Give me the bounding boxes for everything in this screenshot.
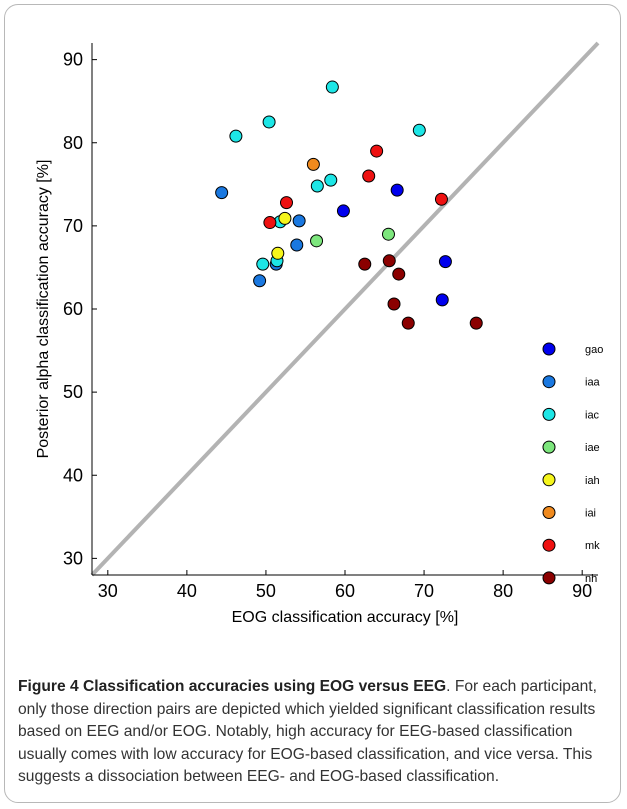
- data-point-iaa: [216, 187, 228, 199]
- y-axis-label: Posterior alpha classification accuracy …: [35, 160, 52, 459]
- y-tick-label: 40: [63, 465, 83, 485]
- legend-label-gao: gao: [585, 344, 603, 356]
- data-point-gao: [337, 205, 349, 217]
- y-tick-label: 30: [63, 548, 83, 568]
- y-tick-label: 70: [63, 216, 83, 236]
- y-tick-label: 50: [63, 382, 83, 402]
- data-point-iai: [307, 158, 319, 170]
- data-point-iac: [326, 81, 338, 93]
- data-point-gao: [439, 256, 451, 268]
- y-tick-label: 90: [63, 50, 83, 70]
- figure-caption: Figure 4 Classification accuracies using…: [18, 676, 614, 789]
- y-tick-label: 80: [63, 133, 83, 153]
- x-axis-label: EOG classification accuracy [%]: [232, 609, 459, 626]
- legend-marker-gao: [543, 343, 555, 355]
- data-point-nh: [402, 317, 414, 329]
- x-tick-label: 30: [98, 581, 118, 601]
- figure-title: Classification accuracies using EOG vers…: [83, 678, 446, 695]
- data-point-iac: [257, 258, 269, 270]
- data-point-iah: [279, 212, 291, 224]
- legend-marker-nh: [543, 572, 555, 584]
- data-point-iac: [230, 130, 242, 142]
- legend-marker-iac: [543, 408, 555, 420]
- data-point-iae: [382, 228, 394, 240]
- x-tick-label: 50: [256, 581, 276, 601]
- data-point-iac: [325, 174, 337, 186]
- legend-label-iai: iai: [585, 508, 596, 520]
- legend-label-nh: nh: [585, 573, 597, 585]
- data-point-iaa: [254, 275, 266, 287]
- legend-marker-iae: [543, 441, 555, 453]
- scatter-chart: 30 40 50 60 70 80 9030405060708090gaoiaaiaciae…: [0, 0, 627, 670]
- data-point-mk: [371, 145, 383, 157]
- figure-number: Figure 4: [18, 678, 79, 695]
- data-point-mk: [363, 170, 375, 182]
- x-tick-label: 60: [335, 581, 355, 601]
- legend-label-iae: iae: [585, 442, 600, 454]
- data-point-iaa: [293, 215, 305, 227]
- data-point-nh: [359, 258, 371, 270]
- data-point-gao: [436, 294, 448, 306]
- legend-marker-iah: [543, 474, 555, 486]
- data-point-iac: [413, 124, 425, 136]
- data-point-nh: [393, 268, 405, 280]
- data-point-iac: [263, 116, 275, 128]
- y-tick-label: 60: [63, 299, 83, 319]
- data-point-mk: [264, 217, 276, 229]
- data-point-nh: [383, 255, 395, 267]
- legend-label-iaa: iaa: [585, 377, 601, 389]
- legend-marker-iai: [543, 507, 555, 519]
- diagonal-line: [92, 43, 598, 575]
- data-point-iaa: [291, 239, 303, 251]
- x-tick-label: 40: [177, 581, 197, 601]
- legend-marker-mk: [543, 539, 555, 551]
- x-tick-label: 70: [414, 581, 434, 601]
- x-tick-label: 80: [493, 581, 513, 601]
- data-point-nh: [470, 317, 482, 329]
- legend-label-iah: iah: [585, 475, 600, 487]
- data-point-gao: [391, 184, 403, 196]
- legend-label-mk: mk: [585, 540, 600, 552]
- data-point-mk: [435, 193, 447, 205]
- legend-label-iac: iac: [585, 409, 600, 421]
- legend-marker-iaa: [543, 376, 555, 388]
- data-point-mk: [280, 197, 292, 209]
- data-point-nh: [388, 298, 400, 310]
- data-point-iac: [311, 180, 323, 192]
- data-point-iae: [311, 235, 323, 247]
- plot-layer: 30 40 50 60 70 80 9030405060708090gaoiaaiaciae…: [63, 43, 603, 601]
- data-point-iah: [272, 247, 284, 259]
